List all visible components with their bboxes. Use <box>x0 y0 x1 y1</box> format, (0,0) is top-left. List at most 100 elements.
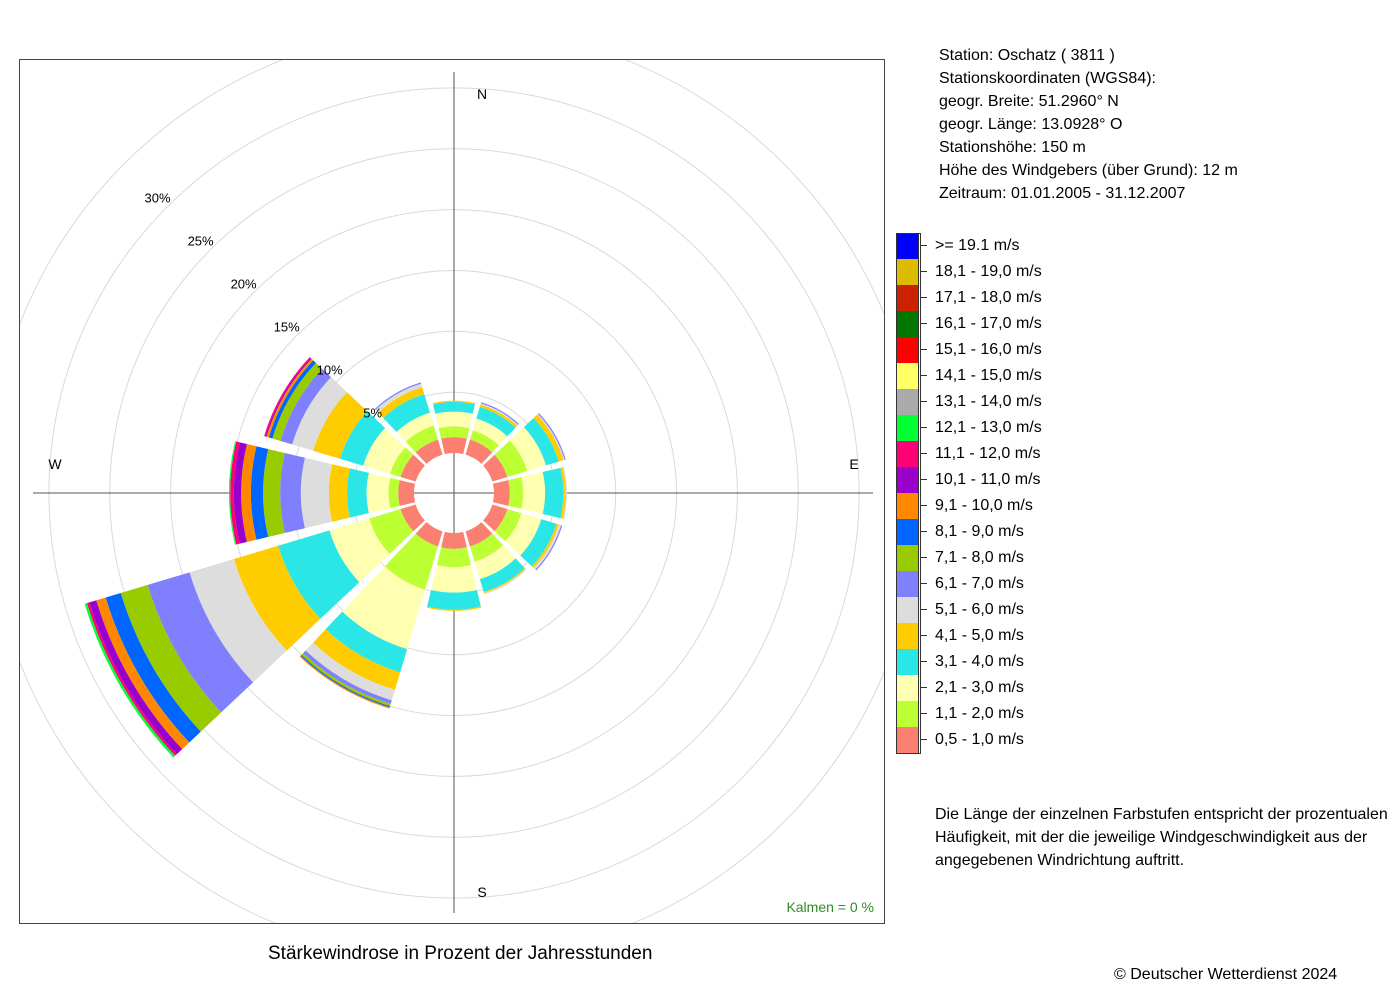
legend-label: 18,1 - 19,0 m/s <box>935 263 1042 280</box>
legend-label: 12,1 - 13,0 m/s <box>935 419 1042 436</box>
legend-swatch <box>896 545 919 571</box>
legend-tick <box>920 583 927 584</box>
legend-swatch <box>896 259 919 285</box>
wind-rose-chart: 5% 10% 15% 20% 25% 30% N E S W <box>20 60 884 923</box>
wedge-s-class-2 <box>436 547 472 568</box>
wedge-nnw-class-2 <box>405 425 438 453</box>
legend-label: 10,1 - 11,0 m/s <box>935 471 1041 488</box>
calm-label: Kalmen = 0 % <box>786 899 874 915</box>
wedge-ese-class-5 <box>531 523 559 569</box>
chart-title: Stärkewindrose in Prozent der Jahresstun… <box>268 943 653 964</box>
wedge-ene-class-2 <box>494 440 528 477</box>
station-altitude: Stationshöhe: 150 m <box>939 139 1086 156</box>
wedge-s-class-4 <box>427 589 481 610</box>
legend-item: 15,1 - 16,0 m/s <box>896 337 1376 363</box>
wedge-wnw-class-9 <box>268 360 316 439</box>
legend-tick <box>920 479 927 480</box>
legend-item: 1,1 - 2,0 m/s <box>896 701 1376 727</box>
wedge-wnw-class-10 <box>266 358 314 438</box>
legend-swatch <box>896 675 919 701</box>
legend-label: 9,1 - 10,0 m/s <box>935 497 1033 514</box>
legend-tick <box>920 739 927 740</box>
wedge-wsw-class-7 <box>147 572 254 713</box>
wedge-w-class-4 <box>347 468 369 518</box>
wedge-n-class-1 <box>441 437 467 455</box>
wedge-n-class-4 <box>433 401 475 414</box>
wedge-w-class-3 <box>366 472 391 514</box>
wedge-ene-class-3 <box>509 427 546 472</box>
legend-swatch <box>896 623 919 649</box>
wedge-e-class-5 <box>560 467 566 519</box>
radial-label-15: 15% <box>274 320 300 335</box>
wedge-wnw-class-7 <box>280 368 332 445</box>
wedge-ssw-class-7 <box>303 650 392 704</box>
wedge-sse-class-1 <box>465 522 493 547</box>
legend-label: 5,1 - 6,0 m/s <box>935 601 1024 618</box>
wedge-w-class-7 <box>280 453 305 533</box>
legend-swatch <box>896 389 919 415</box>
wedge-sse-class-3 <box>474 545 516 580</box>
legend-label: 1,1 - 2,0 m/s <box>935 705 1024 722</box>
wedge-sse-class-6 <box>484 569 527 595</box>
wedge-wnw-class-6 <box>292 377 347 451</box>
legend-swatch <box>896 363 919 389</box>
legend-label: 0,5 - 1,0 m/s <box>935 731 1024 748</box>
wedge-wnw-class-3 <box>363 428 406 474</box>
compass-label-s: S <box>477 884 486 900</box>
legend-tick <box>920 505 927 506</box>
legend-tick <box>920 427 927 428</box>
legend-tick <box>920 687 927 688</box>
wedge-ssw-class-1 <box>415 522 443 547</box>
radial-label-5: 5% <box>363 406 382 421</box>
wedge-ese-class-4 <box>520 519 557 567</box>
wedge-n-class-2 <box>438 426 470 439</box>
legend-label: 8,1 - 9,0 m/s <box>935 523 1024 540</box>
wedge-wsw-class-10 <box>96 597 190 750</box>
wedge-s-class-1 <box>441 531 467 549</box>
wedge-wsw-class-3 <box>329 518 390 583</box>
wedge-nne-class-2 <box>470 430 499 453</box>
wedge-ese-class-2 <box>494 509 522 542</box>
legend-label: 13,1 - 14,0 m/s <box>935 393 1042 410</box>
legend-swatch <box>896 233 919 259</box>
legend-tick <box>920 401 927 402</box>
legend-tick <box>920 661 927 662</box>
station-name: Station: Oschatz ( 3811 ) <box>939 47 1115 64</box>
legend-swatch <box>896 441 919 467</box>
wedge-ssw-class-6 <box>305 642 395 701</box>
station-longitude: geogr. Länge: 13.0928° O <box>939 116 1123 133</box>
wedge-nne-class-6 <box>480 403 519 426</box>
legend-item: 7,1 - 8,0 m/s <box>896 545 1376 571</box>
wedge-sse-class-4 <box>479 558 525 592</box>
legend-tick <box>920 271 927 272</box>
legend-item: 3,1 - 4,0 m/s <box>896 649 1376 675</box>
wedge-wsw-class-4 <box>278 530 360 619</box>
legend-swatch <box>896 415 919 441</box>
wedge-wsw-class-9 <box>105 592 201 743</box>
station-info: Station: Oschatz ( 3811 ) Stationskoordi… <box>939 44 1238 205</box>
legend-swatch <box>896 571 919 597</box>
legend-tick <box>920 635 927 636</box>
wedge-wnw-class-1 <box>400 454 425 482</box>
anemometer-height: Höhe des Windgebers (über Grund): 12 m <box>939 162 1238 179</box>
legend-tick <box>920 557 927 558</box>
wedge-w-class-10 <box>241 444 257 542</box>
legend-tick <box>920 245 927 246</box>
legend-label: >= 19.1 m/s <box>935 237 1020 254</box>
legend-swatch <box>896 597 919 623</box>
legend-item: 13,1 - 14,0 m/s <box>896 389 1376 415</box>
legend-label: 14,1 - 15,0 m/s <box>935 367 1042 384</box>
wedge-wsw-class-8 <box>120 584 222 732</box>
wedge-ese-class-1 <box>483 504 508 532</box>
wedge-w-class-6 <box>300 457 333 529</box>
wedge-e-class-6 <box>562 466 568 520</box>
wedge-ese-class-3 <box>505 513 542 556</box>
radial-label-20: 20% <box>231 277 257 292</box>
wedge-wnw-class-4 <box>339 411 386 466</box>
wind-rose-frame: 5% 10% 15% 20% 25% 30% N E S W Kalmen = 0 % <box>19 59 885 924</box>
legend-item: 4,1 - 5,0 m/s <box>896 623 1376 649</box>
wedge-nnw-class-1 <box>415 439 443 464</box>
wedge-ssw-class-3 <box>342 566 426 650</box>
wedge-nne-class-1 <box>465 439 493 464</box>
legend-label: 16,1 - 17,0 m/s <box>935 315 1042 332</box>
